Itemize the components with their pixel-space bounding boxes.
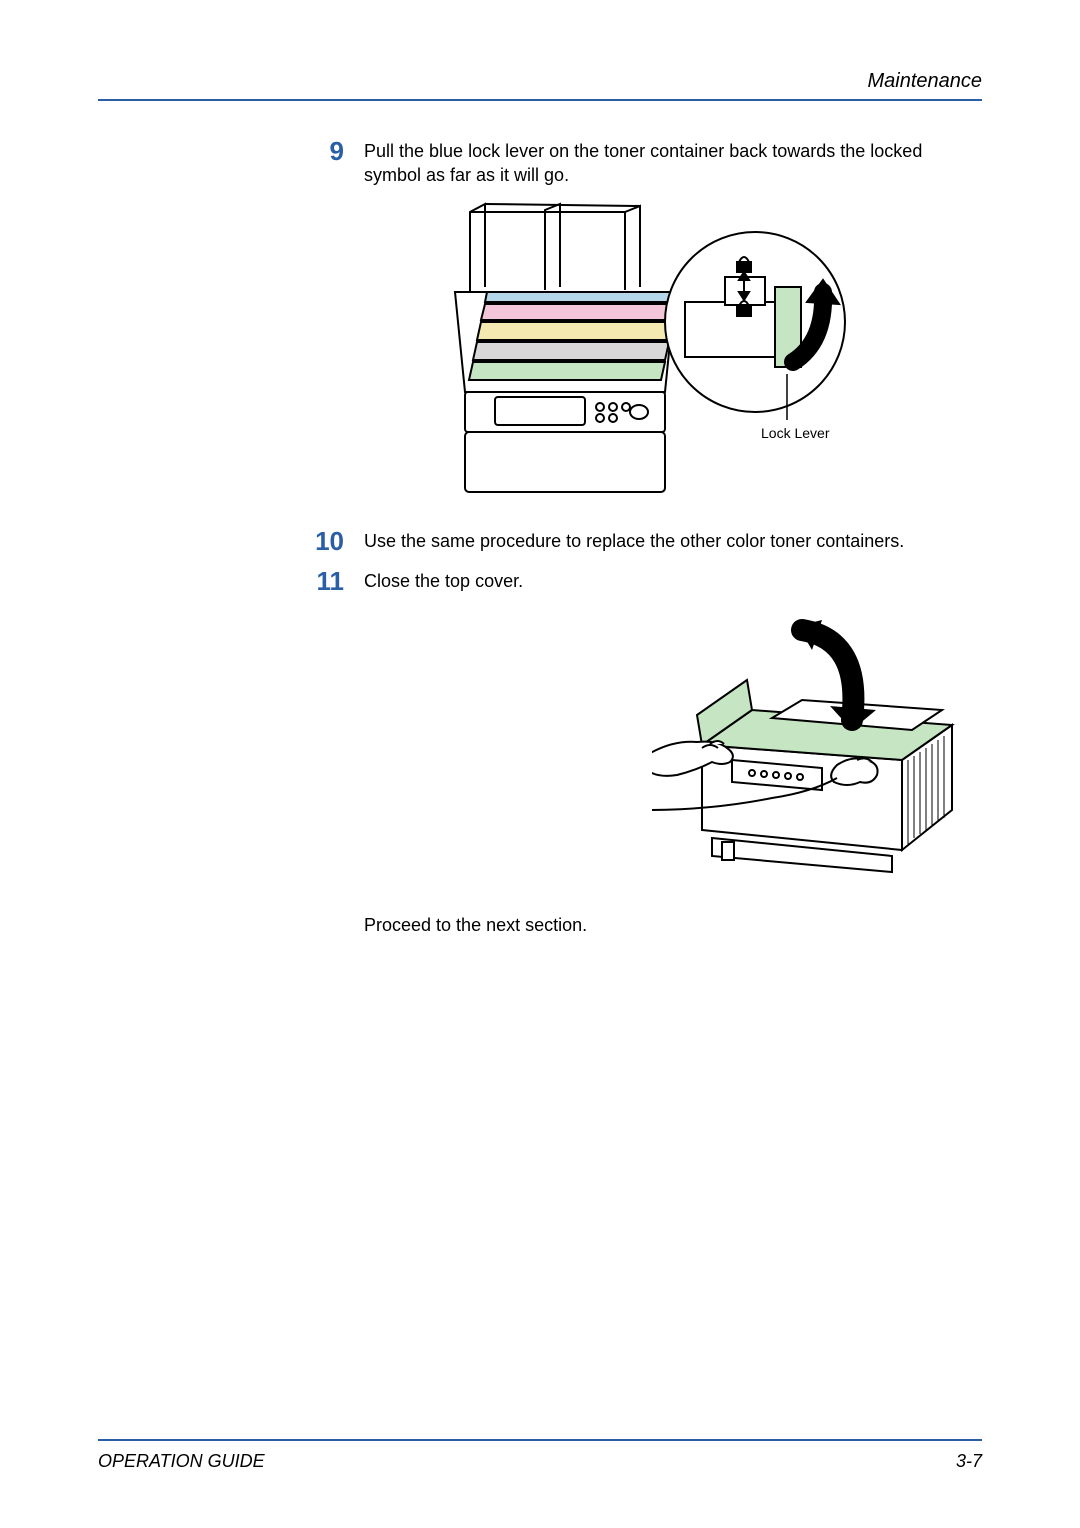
- lock-lever-label: Lock Lever: [761, 425, 830, 441]
- step-number: 10: [298, 527, 364, 556]
- content-area: 9 Pull the blue lock lever on the toner …: [298, 137, 982, 936]
- printer-open-diagram: Lock Lever: [425, 202, 855, 502]
- step-number: 9: [298, 137, 364, 166]
- step-text: Close the top cover.: [364, 567, 982, 593]
- footer-left: OPERATION GUIDE: [98, 1451, 265, 1472]
- step-number: 11: [298, 567, 364, 596]
- footer-right: 3-7: [956, 1451, 982, 1472]
- step-9: 9 Pull the blue lock lever on the toner …: [298, 137, 982, 188]
- header-rule: [98, 99, 982, 101]
- page: Maintenance 9 Pull the blue lock lever o…: [0, 0, 1080, 1528]
- figure-lock-lever: Lock Lever: [298, 202, 982, 507]
- step-10: 10 Use the same procedure to replace the…: [298, 527, 982, 556]
- step-text: Pull the blue lock lever on the toner co…: [364, 137, 982, 188]
- section-title: Maintenance: [98, 70, 982, 93]
- footer: OPERATION GUIDE 3-7: [98, 1439, 982, 1472]
- footer-rule: [98, 1439, 982, 1441]
- step-11: 11 Close the top cover.: [298, 567, 982, 596]
- proceed-text: Proceed to the next section.: [364, 915, 982, 936]
- figure-close-cover: [298, 610, 982, 895]
- printer-closing-diagram: [652, 610, 972, 890]
- step-text: Use the same procedure to replace the ot…: [364, 527, 982, 553]
